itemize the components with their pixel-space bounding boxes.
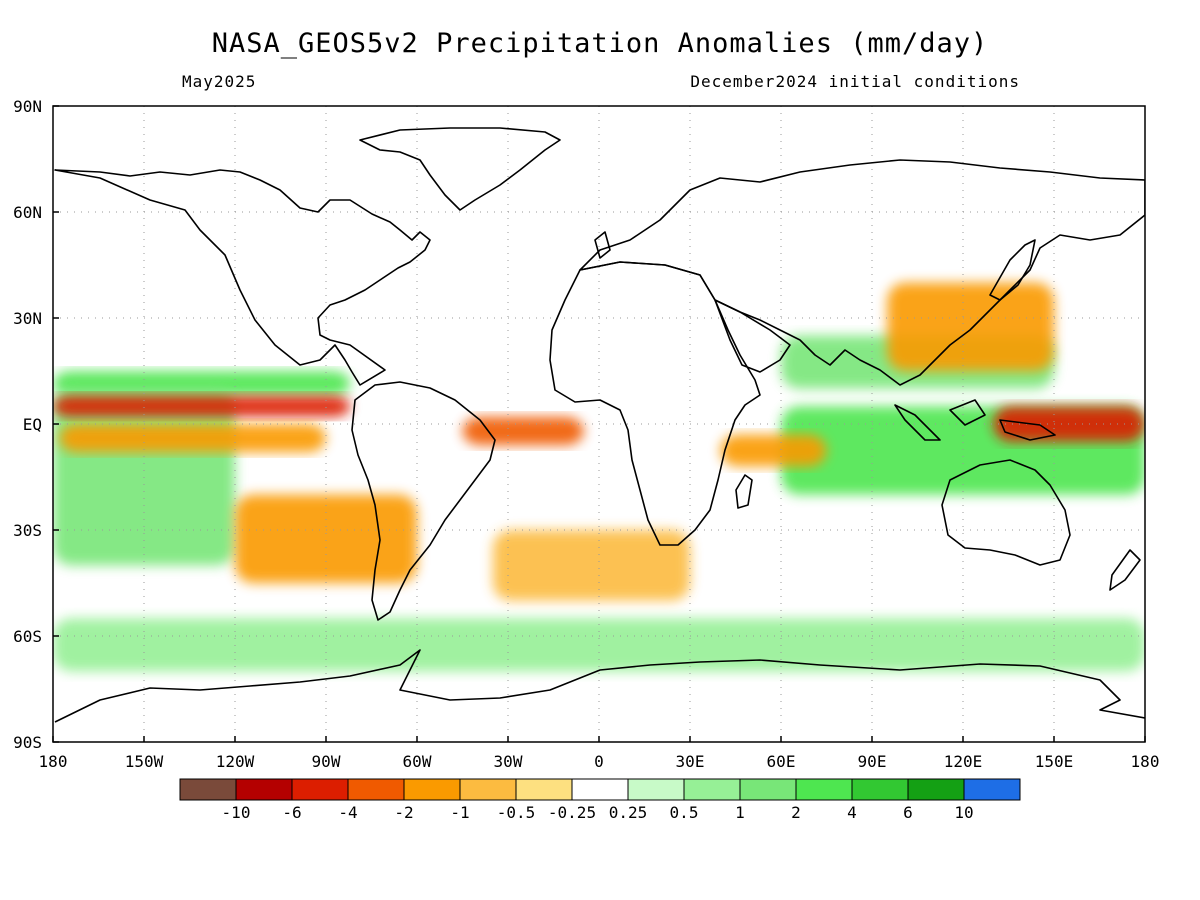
coastline-africa [549, 261, 761, 546]
latitude-tick-label: 90S [13, 733, 42, 752]
longitude-tick-label: 180 [1131, 752, 1160, 771]
longitude-tick-label: 60E [767, 752, 796, 771]
latitude-labels: 90N 60N 30N EQ 30S 60S 90S [13, 97, 59, 752]
colorbar-label: 6 [903, 803, 913, 822]
colorbar-label: -0.5 [497, 803, 536, 822]
longitude-tick-label: 90W [312, 752, 341, 771]
colorbar-swatch [963, 778, 1021, 801]
colorbar-label: 1 [735, 803, 745, 822]
longitude-tick-label: 150W [125, 752, 164, 771]
longitude-tick-label: 90E [858, 752, 887, 771]
longitude-tick-label: 30W [494, 752, 523, 771]
latitude-tick-label: 90N [13, 97, 42, 116]
colorbar-label: -4 [338, 803, 357, 822]
colorbar-label: -6 [282, 803, 301, 822]
colorbar-label: 4 [847, 803, 857, 822]
coastline-indonesia [894, 399, 1056, 441]
dry-anomaly-region [53, 395, 351, 417]
latitude-tick-label: EQ [23, 415, 42, 434]
longitude-tick-label: 120W [216, 752, 255, 771]
colorbar-label: -2 [394, 803, 413, 822]
coastline-australia [941, 459, 1071, 566]
latitude-tick-label: 30N [13, 309, 42, 328]
latitude-tick-label: 60S [13, 627, 42, 646]
dry-anomaly-region [235, 494, 417, 583]
latitude-tick-label: 60N [13, 203, 42, 222]
colorbar-swatch [403, 778, 461, 801]
colorbar: -10 -6 -4 -2 -1 -0.5 -0.25 0.25 0.5 1 2 4 6 10 [179, 778, 1021, 822]
coastlines [54, 127, 1145, 723]
colorbar-swatch [459, 778, 517, 801]
colorbar-label: 0.25 [609, 803, 648, 822]
dry-anomaly-region [887, 282, 1054, 371]
colorbar-swatch [235, 778, 293, 801]
colorbar-swatch [851, 778, 909, 801]
coastline-south-america [351, 381, 496, 621]
graticule [53, 106, 1145, 742]
colorbar-swatch [571, 778, 629, 801]
dry-anomaly-region [492, 530, 690, 601]
coastline-uk [594, 231, 611, 259]
coastline-arabia [714, 299, 791, 373]
longitude-tick-label: 120E [944, 752, 983, 771]
coastline-new-zealand [1109, 549, 1141, 591]
latitude-tick-label: 30S [13, 521, 42, 540]
longitude-tick-label: 180 [39, 752, 68, 771]
colorbar-label: -1 [450, 803, 469, 822]
colorbar-label: 2 [791, 803, 801, 822]
colorbar-label: -0.25 [548, 803, 596, 822]
dry-anomaly-region [720, 434, 827, 467]
colorbar-swatch [907, 778, 965, 801]
colorbar-swatch [179, 778, 237, 801]
longitude-labels: 180 150W 120W 90W 60W 30W 0 30E 60E 90E 120E 150E 18… [39, 736, 1160, 771]
forecast-month-label: May2025 [182, 72, 257, 91]
coastline-greenland [359, 127, 561, 211]
colorbar-swatch [347, 778, 405, 801]
colorbar-swatch [795, 778, 853, 801]
colorbar-swatch [627, 778, 685, 801]
longitude-tick-label: 60W [403, 752, 432, 771]
coastline-north-america [54, 169, 431, 386]
colorbar-swatch [739, 778, 797, 801]
longitude-tick-label: 0 [594, 752, 604, 771]
longitude-tick-label: 150E [1035, 752, 1074, 771]
colorbar-swatch [291, 778, 349, 801]
dry-anomaly-region [993, 406, 1145, 442]
coastline-eurasia [579, 159, 1145, 386]
longitude-tick-label: 30E [676, 752, 705, 771]
colorbar-label: 10 [954, 803, 973, 822]
coastline-antarctica [54, 649, 1145, 723]
colorbar-label: -10 [222, 803, 251, 822]
colorbar-swatch [683, 778, 741, 801]
coastline-japan [989, 239, 1036, 301]
coastline-madagascar [735, 474, 753, 509]
dry-anomaly-region [59, 424, 327, 453]
initial-conditions-label: December2024 initial conditions [690, 72, 1020, 91]
colorbar-swatch [515, 778, 573, 801]
map-title: NASA_GEOS5v2 Precipitation Anomalies (mm… [211, 28, 989, 59]
colorbar-label: 0.5 [670, 803, 699, 822]
